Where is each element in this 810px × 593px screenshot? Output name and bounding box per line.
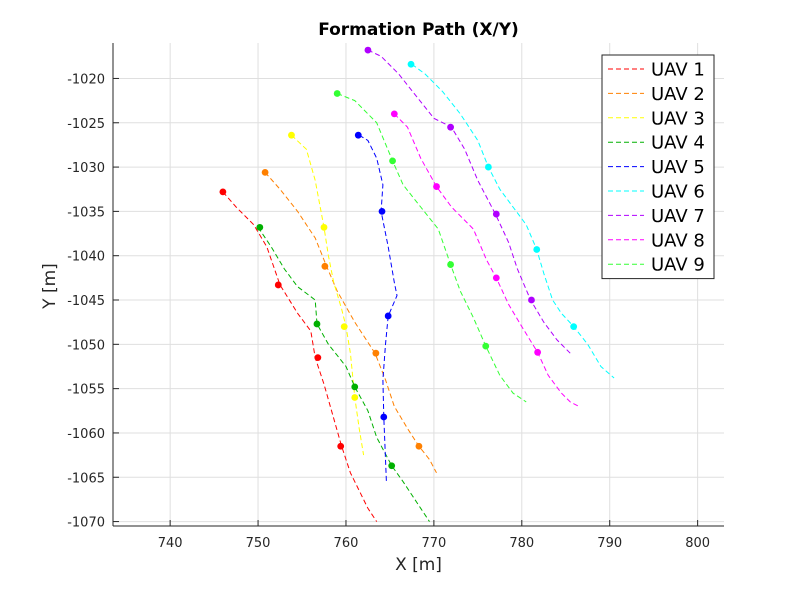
series-marker — [415, 442, 423, 450]
x-axis-label: X [m] — [395, 555, 442, 575]
series-marker — [314, 354, 322, 362]
legend-label: UAV 6 — [651, 182, 705, 203]
series-marker — [320, 223, 328, 231]
legend-item: UAV 4 — [608, 133, 705, 154]
series-line — [264, 172, 437, 474]
y-tick-label: -1025 — [67, 117, 105, 132]
plot-series — [219, 46, 615, 522]
series-marker — [333, 90, 341, 97]
series-uav-6 — [407, 60, 615, 379]
legend-item: UAV 6 — [608, 182, 705, 203]
legend-item: UAV 9 — [608, 255, 705, 276]
legend-item: UAV 1 — [608, 60, 705, 81]
series-marker — [492, 210, 500, 218]
series-marker — [372, 349, 380, 357]
series-uav-1 — [219, 188, 378, 522]
legend-item: UAV 5 — [608, 157, 705, 178]
series-marker — [256, 223, 264, 231]
y-tick-label: -1065 — [67, 471, 105, 486]
series-marker — [288, 131, 295, 139]
series-line — [291, 134, 365, 456]
legend-label: UAV 4 — [651, 133, 705, 154]
series-marker — [351, 394, 359, 401]
series-marker — [570, 323, 578, 330]
series-line — [337, 93, 527, 403]
series-marker — [364, 46, 372, 54]
legend-label: UAV 9 — [651, 255, 705, 276]
y-tick-label: -1070 — [67, 516, 105, 531]
x-tick-label: 770 — [421, 536, 446, 551]
series-marker — [354, 131, 362, 139]
series-marker — [337, 442, 345, 450]
series-marker — [261, 168, 269, 176]
series-marker — [447, 123, 454, 131]
series-marker — [447, 261, 454, 268]
y-tick-label: -1050 — [67, 338, 105, 353]
legend-label: UAV 3 — [651, 108, 705, 129]
chart-title: Formation Path (X/Y) — [318, 20, 519, 40]
legend-label: UAV 5 — [651, 157, 705, 178]
series-marker — [340, 323, 348, 330]
tick-labels: 740 750 760 770 780 790 800 -1070 -1065 -1060 -105… — [67, 72, 710, 551]
legend: UAV 1 UAV 2 UAV 3 UAV 4 UAV 5 UAV 6 UAV 7 UAV 8… — [601, 54, 715, 280]
series-line — [411, 63, 615, 379]
legend-item: UAV 8 — [608, 230, 705, 251]
series-uav-2 — [261, 168, 437, 474]
series-marker — [219, 188, 227, 196]
series-marker — [380, 413, 388, 421]
legend-label: UAV 2 — [651, 84, 705, 105]
x-tick-label: 780 — [509, 536, 534, 551]
series-marker — [384, 312, 392, 320]
series-marker — [321, 262, 329, 270]
x-tick-label: 790 — [597, 536, 622, 551]
y-axis-label: Y [m] — [40, 263, 60, 310]
series-uav-7 — [364, 46, 571, 354]
series-uav-5 — [354, 131, 398, 482]
series-marker — [484, 163, 492, 171]
legend-label: UAV 8 — [651, 230, 705, 251]
series-marker — [313, 320, 321, 328]
series-marker — [407, 60, 415, 68]
series-marker — [390, 110, 398, 118]
axes — [112, 43, 724, 527]
y-tick-label: -1020 — [67, 72, 105, 87]
series-uav-3 — [288, 131, 365, 456]
y-tick-label: -1030 — [67, 161, 105, 176]
legend-item: UAV 3 — [608, 108, 705, 129]
series-line — [367, 49, 571, 354]
x-tick-label: 740 — [158, 536, 183, 551]
y-tick-label: -1045 — [67, 294, 105, 309]
y-tick-label: -1060 — [67, 427, 105, 442]
legend-label: UAV 1 — [651, 60, 705, 81]
x-tick-label: 760 — [334, 536, 359, 551]
y-tick-label: -1035 — [67, 205, 105, 220]
series-line — [358, 134, 398, 482]
legend-label: UAV 7 — [651, 206, 705, 227]
series-marker — [389, 157, 396, 165]
series-marker — [482, 342, 490, 350]
legend-item: UAV 2 — [608, 84, 705, 105]
series-uav-4 — [256, 223, 430, 522]
series-marker — [351, 383, 359, 391]
series-uav-9 — [333, 90, 527, 403]
x-tick-label: 750 — [246, 536, 271, 551]
series-marker — [492, 274, 500, 282]
series-marker — [433, 183, 440, 190]
series-marker — [274, 281, 282, 289]
y-tick-label: -1055 — [67, 383, 105, 398]
series-marker — [533, 246, 541, 253]
legend-item: UAV 7 — [608, 206, 705, 227]
series-line — [393, 113, 580, 407]
series-marker — [388, 462, 396, 470]
series-marker — [378, 207, 386, 215]
series-uav-8 — [390, 110, 580, 407]
y-tick-label: -1040 — [67, 250, 105, 265]
x-tick-label: 800 — [685, 536, 710, 551]
series-line — [257, 227, 430, 522]
series-marker — [534, 348, 542, 356]
series-marker — [528, 296, 535, 304]
series-line — [222, 191, 378, 522]
